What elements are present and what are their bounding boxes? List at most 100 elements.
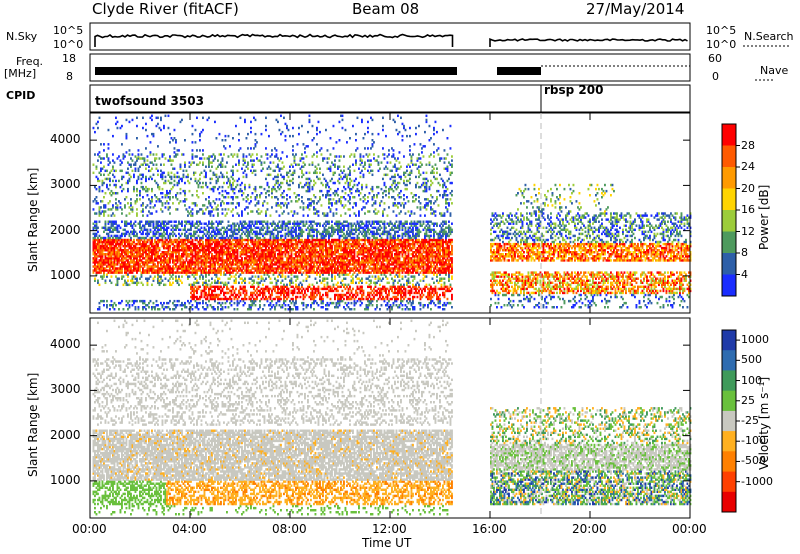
power-cell (232, 202, 234, 204)
power-cell (241, 257, 243, 259)
power-cell (312, 225, 314, 227)
power-cell (153, 221, 155, 223)
power-cell (298, 176, 300, 178)
power-cell (265, 117, 267, 119)
power-cell (319, 223, 321, 225)
power-cell (315, 208, 317, 210)
power-cell (253, 147, 255, 149)
power-cell (301, 284, 303, 286)
power-cell (283, 176, 285, 178)
power-cell (126, 304, 128, 306)
power-cell (282, 235, 284, 237)
power-cell (301, 233, 303, 235)
power-cell (217, 214, 219, 216)
power-cell (184, 227, 186, 229)
power-cell (222, 157, 224, 159)
power-cell (255, 174, 257, 176)
power-cell (322, 194, 324, 196)
power-cell (214, 155, 216, 157)
power-cell (237, 255, 239, 257)
power-cell (271, 282, 273, 284)
power-cell (156, 125, 158, 127)
power-cell (97, 127, 99, 129)
power-cell (322, 306, 324, 308)
power-cell (187, 214, 189, 216)
power-cell (205, 288, 207, 290)
power-cell (133, 174, 135, 176)
power-cell (102, 200, 104, 202)
power-cell (300, 159, 302, 161)
power-cell (244, 170, 246, 172)
power-cell (148, 233, 150, 235)
power-cell (318, 214, 320, 216)
power-cell (157, 304, 159, 306)
power-cell (121, 184, 123, 186)
power-cell (126, 196, 128, 198)
power-cell (244, 119, 246, 121)
power-cell (189, 206, 191, 208)
power-cell (183, 176, 185, 178)
power-cell (160, 129, 162, 131)
power-cell (238, 133, 240, 135)
power-cell (298, 164, 300, 166)
power-cell (265, 192, 267, 194)
power-cell (213, 227, 215, 229)
power-cell (120, 227, 122, 229)
power-cell (201, 157, 203, 159)
power-cell (153, 164, 155, 166)
power-cell (120, 202, 122, 204)
power-cell (223, 182, 225, 184)
power-cell (99, 151, 101, 153)
power-cell (198, 288, 200, 290)
power-cell (148, 271, 150, 273)
power-cell (175, 275, 177, 277)
power-cell (204, 204, 206, 206)
power-cell (127, 280, 129, 282)
power-cell (130, 202, 132, 204)
power-cell (136, 300, 138, 302)
power-cell (298, 198, 300, 200)
power-cell (222, 139, 224, 141)
power-cell (184, 192, 186, 194)
power-cell (283, 210, 285, 212)
power-cell (111, 282, 113, 284)
power-cell (270, 214, 272, 216)
power-cell (234, 308, 236, 310)
power-cell (112, 153, 114, 155)
power-cell (223, 153, 225, 155)
power-cell (180, 280, 182, 282)
power-cell (138, 282, 140, 284)
power-cell (103, 143, 105, 145)
power-cell (237, 308, 239, 310)
power-cell (282, 161, 284, 163)
power-cell (205, 172, 207, 174)
power-cell (246, 137, 248, 139)
power-cell (258, 275, 260, 277)
power-cell (259, 300, 261, 302)
power-cell (307, 214, 309, 216)
power-cell (232, 208, 234, 210)
power-cell (100, 271, 102, 273)
power-cell (244, 286, 246, 288)
power-cell (325, 180, 327, 182)
power-cell (283, 166, 285, 168)
power-cell (202, 161, 204, 163)
power-cell (109, 308, 111, 310)
power-cell (142, 204, 144, 206)
power-cell (316, 172, 318, 174)
power-cell (211, 278, 213, 280)
power-cell (234, 192, 236, 194)
power-cell (220, 204, 222, 206)
power-cell (186, 208, 188, 210)
power-cell (301, 125, 303, 127)
power-cell (130, 221, 132, 223)
power-cell (322, 300, 324, 302)
power-cell (97, 280, 99, 282)
power-cell (138, 170, 140, 172)
power-cell (261, 275, 263, 277)
power-cell (325, 129, 327, 131)
power-cell (222, 302, 224, 304)
power-cell (195, 129, 197, 131)
power-cell (235, 282, 237, 284)
power-cell (253, 280, 255, 282)
